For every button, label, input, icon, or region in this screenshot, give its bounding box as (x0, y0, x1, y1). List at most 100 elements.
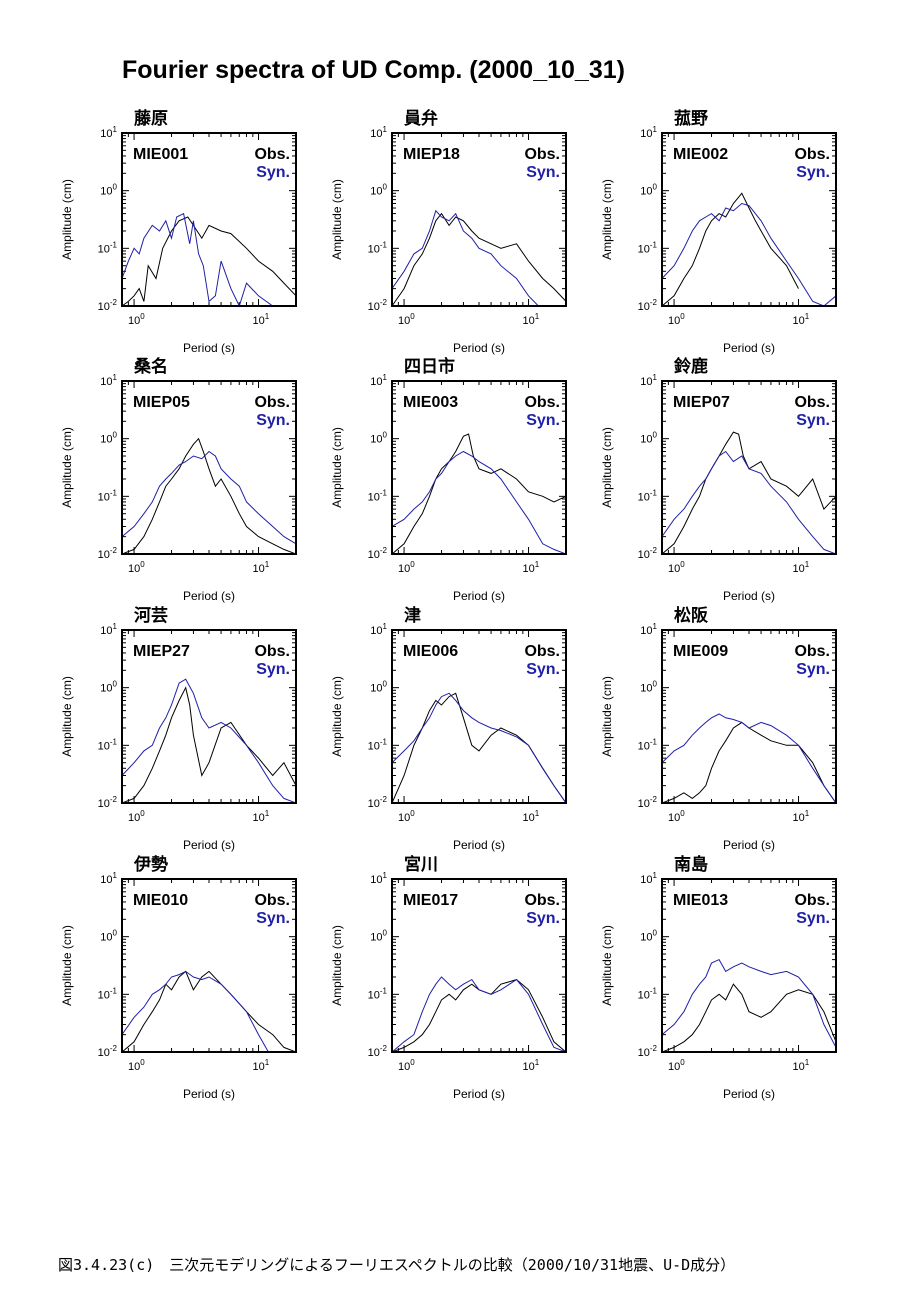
syn-series-line (392, 692, 566, 803)
y-tick-label: 10-2 (638, 298, 658, 313)
station-name: 員弁 (403, 108, 438, 129)
y-tick-label: 101 (640, 871, 657, 886)
y-axis-label: Amplitude (cm) (600, 427, 614, 508)
y-tick-label: 10-1 (98, 240, 118, 255)
legend-syn: Syn. (526, 412, 560, 429)
y-axis-label: Amplitude (cm) (60, 676, 74, 757)
station-name: 藤原 (134, 109, 168, 129)
y-tick-label: 100 (370, 680, 387, 695)
plot-frame (121, 132, 297, 307)
y-tick-label: 10-2 (368, 1044, 388, 1059)
spectrum-panel-mie013: 南島 MIE013 Obs.Syn. 10-2 10-1 100 101 100 101 Peri… (600, 854, 837, 1101)
x-tick-label: 101 (523, 560, 540, 575)
y-tick-label: 10-2 (638, 546, 658, 561)
x-axis-label: Period (s) (453, 1087, 505, 1101)
legend-obs: Obs. (794, 643, 830, 660)
legend-syn: Syn. (256, 910, 290, 927)
x-tick-label: 101 (253, 1058, 270, 1073)
station-code: MIEP05 (133, 394, 190, 411)
spectrum-panel-mie010: 伊勢 MIE010 Obs.Syn. 10-2 10-1 100 101 100 101 Peri… (60, 854, 297, 1101)
syn-series-line (392, 976, 566, 1052)
legend-obs: Obs. (254, 892, 290, 909)
y-tick-label: 101 (640, 622, 657, 637)
station-code: MIE001 (133, 146, 188, 163)
syn-series-line (392, 450, 566, 554)
y-tick-label: 100 (370, 183, 387, 198)
y-tick-label: 100 (640, 183, 657, 198)
syn-series-line (122, 678, 296, 803)
y-axis-label: Amplitude (cm) (330, 676, 344, 757)
station-code: MIE017 (403, 892, 458, 909)
x-axis-label: Period (s) (183, 838, 235, 852)
x-tick-label: 100 (398, 1058, 415, 1073)
x-axis-label: Period (s) (183, 341, 235, 355)
station-code: MIE010 (133, 892, 188, 909)
y-tick-label: 101 (100, 373, 117, 388)
y-tick-label: 100 (100, 680, 117, 695)
x-axis-label: Period (s) (453, 589, 505, 603)
y-tick-label: 101 (100, 125, 117, 140)
x-tick-label: 101 (253, 560, 270, 575)
x-tick-label: 101 (523, 809, 540, 824)
plot-frame (661, 132, 837, 307)
y-tick-label: 100 (100, 431, 117, 446)
x-tick-label: 101 (793, 809, 810, 824)
y-tick-label: 101 (100, 622, 117, 637)
legend-obs: Obs. (524, 892, 560, 909)
y-tick-label: 10-2 (368, 298, 388, 313)
x-tick-label: 100 (668, 809, 685, 824)
obs-series-line (122, 437, 296, 554)
station-name: 鈴鹿 (674, 356, 708, 377)
y-tick-label: 101 (370, 622, 387, 637)
legend-obs: Obs. (524, 643, 560, 660)
obs-series-line (662, 721, 836, 803)
x-axis-label: Period (s) (723, 589, 775, 603)
y-tick-label: 100 (640, 431, 657, 446)
plot-frame (391, 878, 567, 1053)
spectrum-panel-mie001: 藤原 MIE001 Obs.Syn. 10-2 10-1 100 101 100 101 Peri… (60, 109, 297, 355)
spectrum-panel-miep05: 桑名 MIEP05 Obs.Syn. 10-2 10-1 100 101 100 101 Peri… (60, 356, 297, 603)
x-tick-label: 101 (523, 312, 540, 327)
syn-series-line (662, 713, 836, 803)
x-tick-label: 100 (398, 312, 415, 327)
y-tick-label: 10-2 (98, 298, 118, 313)
y-tick-label: 100 (370, 431, 387, 446)
y-tick-label: 10-1 (368, 240, 388, 255)
x-tick-label: 101 (793, 312, 810, 327)
syn-series-line (122, 212, 273, 306)
obs-series-line (392, 979, 566, 1052)
y-tick-label: 10-1 (368, 488, 388, 503)
y-tick-label: 101 (370, 373, 387, 388)
station-code: MIE006 (403, 643, 458, 660)
obs-series-line (122, 970, 296, 1052)
x-tick-label: 100 (668, 312, 685, 327)
syn-series-line (392, 209, 539, 306)
station-name: 津 (404, 605, 421, 626)
legend-syn: Syn. (526, 910, 560, 927)
legend-obs: Obs. (254, 643, 290, 660)
x-tick-label: 100 (128, 809, 145, 824)
x-tick-label: 101 (253, 809, 270, 824)
y-tick-label: 101 (370, 871, 387, 886)
x-tick-label: 100 (668, 560, 685, 575)
y-tick-label: 10-2 (98, 546, 118, 561)
y-tick-label: 101 (370, 125, 387, 140)
y-tick-label: 10-2 (368, 546, 388, 561)
y-tick-label: 101 (640, 125, 657, 140)
y-tick-label: 10-1 (638, 488, 658, 503)
obs-series-line (392, 212, 566, 306)
legend-syn: Syn. (796, 412, 830, 429)
spectrum-panel-mie003: 四日市 MIE003 Obs.Syn. 10-2 10-1 100 101 100 101 Per… (330, 356, 567, 603)
station-name: 宮川 (404, 854, 438, 875)
y-tick-label: 10-1 (368, 986, 388, 1001)
x-axis-label: Period (s) (183, 589, 235, 603)
station-code: MIEP27 (133, 643, 190, 660)
legend-syn: Syn. (796, 661, 830, 678)
x-axis-label: Period (s) (183, 1087, 235, 1101)
x-axis-label: Period (s) (723, 838, 775, 852)
station-code: MIEP18 (403, 146, 460, 163)
y-axis-label: Amplitude (cm) (60, 179, 74, 260)
station-code: MIE009 (673, 643, 728, 660)
spectrum-panel-mie009: 松阪 MIE009 Obs.Syn. 10-2 10-1 100 101 100 101 Peri… (600, 605, 837, 852)
